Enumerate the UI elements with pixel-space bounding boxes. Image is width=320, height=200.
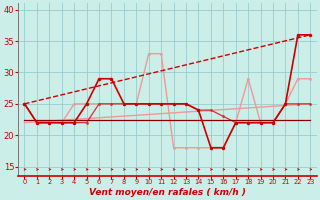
X-axis label: Vent moyen/en rafales ( km/h ): Vent moyen/en rafales ( km/h ) bbox=[89, 188, 246, 197]
